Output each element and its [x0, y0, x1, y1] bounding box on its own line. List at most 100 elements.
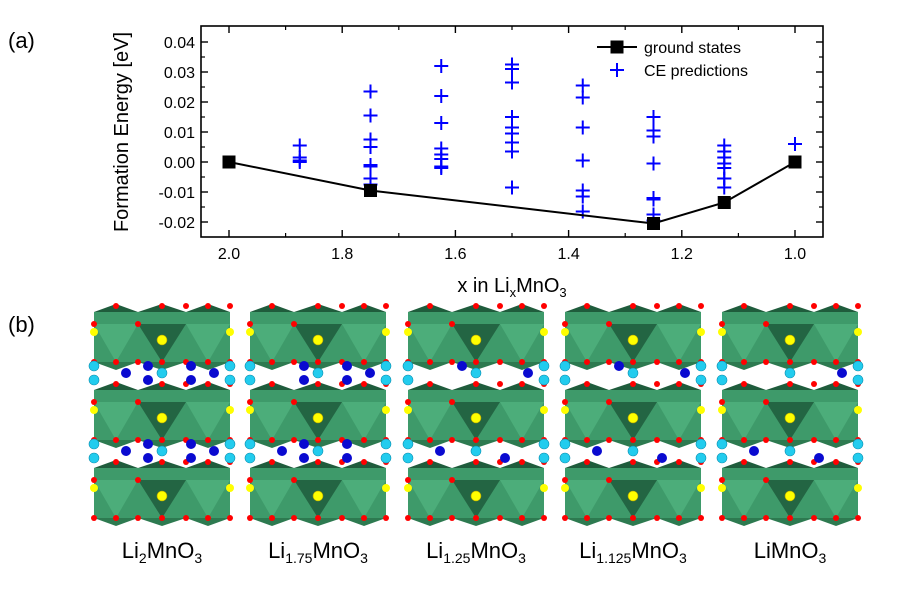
oxygen-atom: [113, 381, 119, 387]
oxygen-atom: [449, 515, 455, 521]
oxygen-atom: [584, 515, 590, 521]
oxygen-atom: [584, 437, 590, 443]
li-cyan: [695, 452, 707, 464]
oxygen-atom: [833, 381, 839, 387]
octahedron-bottom: [814, 440, 858, 448]
oxygen-atom: [497, 303, 503, 309]
oxygen-atom: [562, 515, 568, 521]
octahedron-bottom: [250, 440, 294, 448]
octahedron-face: [814, 480, 858, 518]
li-in-mn-layer-edge: [404, 328, 412, 336]
oxygen-atom: [519, 359, 525, 365]
oxygen-atom: [427, 459, 433, 465]
oxygen-atom: [630, 303, 636, 309]
oxygen-atom: [159, 459, 165, 465]
ce-prediction-point: [646, 129, 661, 144]
li-in-mn-layer: [156, 490, 168, 502]
li-in-mn-layer-edge: [404, 406, 412, 414]
li-blue: [680, 368, 690, 378]
li-blue: [299, 361, 309, 371]
octahedron-bottom: [452, 518, 500, 526]
octahedron-bottom: [452, 440, 500, 448]
octahedron-bottom: [94, 362, 138, 370]
oxygen-atom: [269, 381, 275, 387]
li-in-mn-layer-edge: [854, 328, 862, 336]
oxygen-atom: [291, 359, 297, 365]
li-in-mn-layer: [627, 334, 639, 346]
oxygen-atom: [269, 459, 275, 465]
oxygen-atom: [135, 359, 141, 365]
y-tick-label: 0.02: [164, 95, 195, 112]
oxygen-atom: [654, 381, 660, 387]
li-blue: [342, 361, 352, 371]
octahedron-bottom: [609, 518, 657, 526]
oxygen-atom: [833, 459, 839, 465]
li-in-mn-layer: [470, 412, 482, 424]
li-in-mn-layer-edge: [226, 484, 234, 492]
li-blue: [143, 361, 153, 371]
oxygen-atom: [519, 515, 525, 521]
x-tick-label: 2.0: [218, 246, 240, 263]
oxygen-atom: [269, 303, 275, 309]
oxygen-atom: [787, 381, 793, 387]
li-cyan: [224, 374, 236, 386]
oxygen-atom: [811, 381, 817, 387]
li-blue: [500, 453, 510, 463]
oxygen-atom: [833, 303, 839, 309]
octahedron-bottom: [722, 518, 766, 526]
li-cyan: [716, 452, 728, 464]
x-tick-label: 1.4: [557, 246, 579, 263]
oxygen-atom: [473, 459, 479, 465]
oxygen-atom: [227, 303, 233, 309]
ce-prediction-point: [505, 75, 519, 90]
structure-label-2: Li1.25MnO3: [426, 538, 526, 566]
panel-a-label: (a): [8, 28, 35, 53]
octahedron-bottom: [186, 518, 230, 526]
octahedron-face: [722, 402, 766, 440]
octahedron-face: [565, 324, 609, 362]
li-in-mn-layer-edge: [246, 406, 254, 414]
li-cyan: [88, 438, 100, 450]
oxygen-atom: [630, 437, 636, 443]
ce-prediction-point: [646, 156, 661, 171]
li-in-mn-layer-edge: [718, 406, 726, 414]
octahedron-bottom: [814, 362, 858, 370]
li-cyan: [695, 438, 707, 450]
octahedron-bottom: [565, 362, 609, 370]
oxygen-atom: [787, 459, 793, 465]
li-in-mn-layer-edge: [854, 484, 862, 492]
oxygen-atom: [630, 459, 636, 465]
x-tick-label: 1.6: [444, 246, 466, 263]
octahedron-bottom: [500, 362, 544, 370]
li-cyan: [380, 452, 392, 464]
oxygen-atom: [676, 437, 682, 443]
li-cyan: [559, 438, 571, 450]
octahedron-face: [500, 324, 544, 362]
octahedron-bottom: [814, 518, 858, 526]
oxygen-atom: [519, 381, 525, 387]
oxygen-atom: [763, 399, 769, 405]
oxygen-atom: [763, 359, 769, 365]
oxygen-atom: [606, 437, 612, 443]
li-in-mn-layer: [470, 334, 482, 346]
li-cyan: [156, 367, 168, 379]
oxygen-atom: [630, 515, 636, 521]
oxygen-atom: [763, 477, 769, 483]
li-blue: [523, 368, 533, 378]
oxygen-atom: [91, 477, 97, 483]
oxygen-atom: [654, 359, 660, 365]
ce-prediction-point: [646, 192, 661, 207]
octahedron-face: [186, 402, 230, 440]
li-in-mn-layer-edge: [90, 328, 98, 336]
oxygen-atom: [205, 459, 211, 465]
y-axis-label: Formation Energy [eV]: [111, 32, 133, 232]
oxygen-atom: [291, 477, 297, 483]
li-in-mn-layer: [627, 412, 639, 424]
octahedron-bottom: [657, 440, 701, 448]
oxygen-atom: [315, 459, 321, 465]
oxygen-atom: [654, 437, 660, 443]
structure-1: [244, 303, 392, 526]
oxygen-atom: [113, 303, 119, 309]
li-cyan: [784, 367, 796, 379]
octahedron-bottom: [657, 518, 701, 526]
